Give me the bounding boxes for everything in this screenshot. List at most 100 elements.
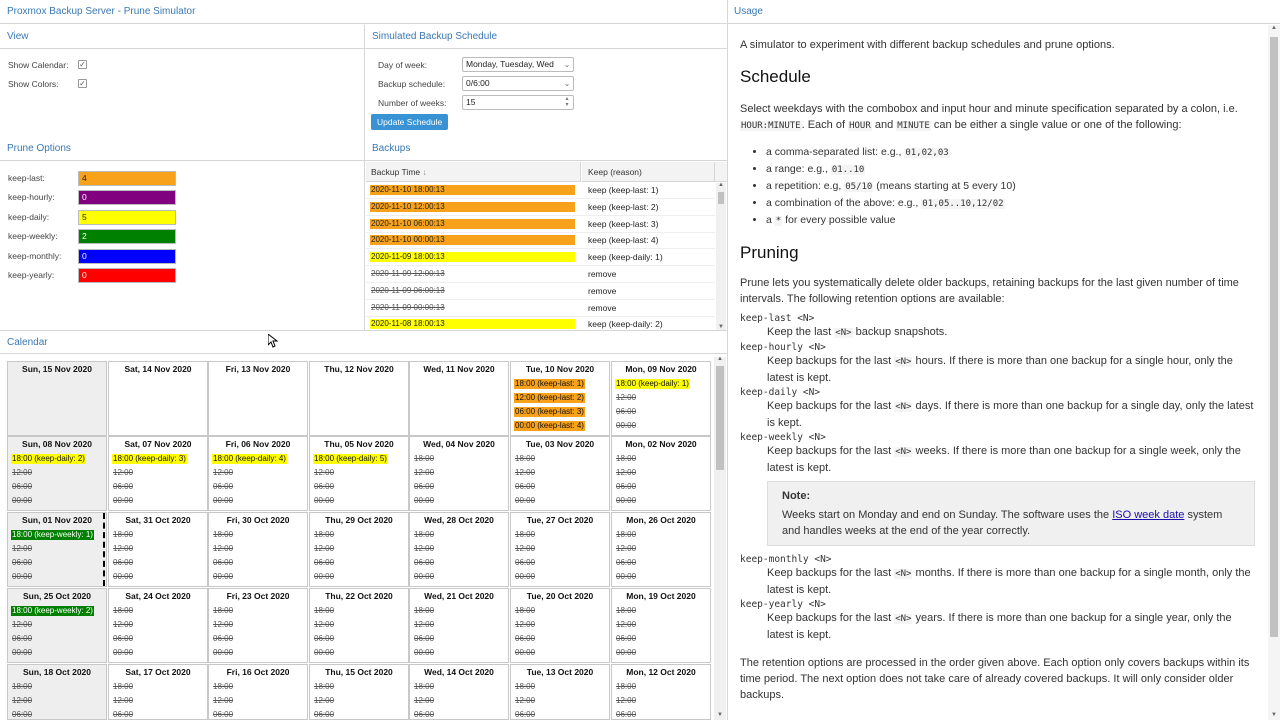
backups-scrollbar[interactable]: ▲ ▼ [716, 182, 726, 330]
table-row[interactable]: 2020-11-09 18:00:13 keep (keep-daily: 1) [366, 249, 715, 267]
prune-option-label: keep-daily: [8, 211, 50, 222]
show-colors-label: Show Colors: [8, 79, 59, 89]
calendar-backup-entry: 06:00 [314, 634, 335, 643]
calendar-day-label: Sun, 01 Nov 2020 [22, 515, 92, 525]
col-keep-reason[interactable]: Keep (reason) [582, 162, 715, 182]
table-row[interactable]: 2020-11-10 06:00:13 keep (keep-last: 3) [366, 216, 715, 233]
calendar-backup-entry: 00:00 [414, 648, 435, 657]
calendar-scrollbar[interactable]: ▲ ▼ [714, 356, 726, 720]
calendar-backup-entry: 06:00 [515, 482, 536, 491]
calendar-backup-entry: 12:00 [616, 696, 637, 705]
calendar-day-label: Tue, 10 Nov 2020 [525, 364, 595, 374]
calendar-backup-entry: 00:00 [314, 496, 335, 505]
prune-option-field[interactable]: 0▲▼ [78, 268, 176, 283]
schedule-heading: Schedule [740, 67, 811, 86]
calendar-backup-entry: 18:00 (keep-daily: 1) [615, 379, 690, 389]
calendar-day-label: Sat, 07 Nov 2020 [124, 439, 192, 449]
calendar-day-label: Thu, 22 Oct 2020 [325, 591, 393, 601]
prune-option-label: keep-monthly: [8, 250, 62, 261]
table-row[interactable]: 2020-11-10 00:00:13 keep (keep-last: 4) [366, 232, 715, 250]
calendar-backup-entry: 06:00 [12, 710, 33, 719]
calendar-backup-entry: 12:00 [113, 620, 134, 629]
calendar-backup-entry: 00:00 [314, 572, 335, 581]
chevron-down-icon[interactable]: ⌄ [563, 60, 571, 69]
calendar-backup-entry: 18:00 [113, 682, 134, 691]
calendar-backup-entry: 06:00 [12, 558, 33, 567]
calendar-backup-entry: 12:00 [113, 696, 134, 705]
prune-option-field[interactable]: 2▲▼ [78, 229, 176, 245]
calendar-backup-entry: 18:00 (keep-daily: 3) [112, 454, 187, 464]
calendar-backup-entry: 06:00 [113, 634, 134, 643]
main-splitter[interactable] [727, 0, 728, 720]
calendar-backup-entry: 00:00 [515, 648, 536, 657]
table-row[interactable]: 2020-11-09 06:00:13 remove [366, 283, 715, 300]
calendar-backup-entry: 12:00 [414, 696, 435, 705]
keep-reason-cell: remove [588, 302, 617, 313]
prune-option-field[interactable]: 0▲▼ [78, 190, 176, 206]
table-row[interactable]: 2020-11-10 12:00:13 keep (keep-last: 2) [366, 199, 715, 216]
prune-option-label: keep-weekly: [8, 231, 58, 242]
calendar-backup-entry: 00:00 (keep-last: 4) [514, 421, 585, 431]
prune-option-field[interactable]: 0▲▼ [78, 248, 176, 264]
calendar-day-label: Wed, 28 Oct 2020 [424, 515, 494, 525]
calendar-day: Fri, 13 Nov 2020 [208, 361, 308, 436]
calendar-backup-entry: 00:00 [414, 572, 435, 581]
backup-time-cell: 2020-11-09 00:00:13 [371, 302, 445, 312]
calendar-day: Mon, 19 Oct 2020 18:00 12:00 06:00 00:00 [611, 588, 711, 663]
col-backup-time[interactable]: Backup Time ↓ [366, 162, 581, 182]
prune-option-field[interactable]: 5▲▼ [78, 209, 176, 225]
calendar-day-label: Wed, 21 Oct 2020 [424, 591, 494, 601]
show-colors-checkbox[interactable]: ✓ [78, 79, 87, 88]
calendar-backup-entry: 06:00 [314, 558, 335, 567]
iso-week-date-link[interactable]: ISO week date [1112, 509, 1185, 521]
chevron-down-icon[interactable]: ⌄ [563, 79, 571, 88]
usage-title: Usage [727, 0, 1280, 24]
calendar-backup-entry: 12:00 [314, 544, 335, 553]
backup-time-cell: 2020-11-10 06:00:13 [370, 218, 575, 229]
backups-panel-title: Backups [365, 137, 727, 161]
calendar-backup-entry: 06:00 [515, 710, 536, 719]
calendar-backup-entry: 18:00 (keep-last: 1) [514, 379, 585, 389]
day-of-week-combobox[interactable]: Monday, Tuesday, Wed ⌄ [462, 57, 574, 72]
calendar-day: Mon, 12 Oct 2020 18:00 12:00 06:00 [611, 664, 711, 720]
calendar-backup-entry: 00:00 [213, 572, 234, 581]
update-schedule-button[interactable]: Update Schedule [371, 114, 449, 130]
show-calendar-checkbox[interactable]: ✓ [78, 60, 87, 69]
table-row[interactable]: 2020-11-09 12:00:13 remove [366, 266, 715, 283]
keep-reason-cell: keep (keep-daily: 1) [588, 252, 663, 263]
calendar-backup-entry: 18:00 [616, 530, 637, 539]
calendar-day-label: Tue, 03 Nov 2020 [525, 439, 595, 449]
calendar-backup-entry: 18:00 [616, 606, 637, 615]
spinner-icon[interactable]: ▴ ▾ [565, 96, 569, 108]
calendar-day-label: Wed, 04 Nov 2020 [423, 439, 495, 449]
calendar-backup-entry: 12:00 [616, 393, 637, 402]
table-row[interactable]: 2020-11-10 18:00:13 keep (keep-last: 1) [366, 182, 715, 199]
calendar-backup-entry: 18:00 [213, 606, 234, 615]
calendar-day: Mon, 02 Nov 2020 18:00 12:00 06:00 00:00 [611, 436, 711, 511]
calendar-backup-entry: 18:00 [113, 606, 134, 615]
calendar-day-label: Sat, 17 Oct 2020 [125, 667, 191, 677]
table-row[interactable]: 2020-11-09 00:00:13 remove [366, 300, 715, 317]
calendar-backup-entry: 06:00 [414, 482, 435, 491]
app-title: Proxmox Backup Server - Prune Simulator [0, 0, 727, 24]
calendar-backup-entry: 12:00 [213, 468, 234, 477]
calendar-backup-entry: 00:00 [12, 648, 33, 657]
prune-options-title: Prune Options [0, 137, 364, 161]
retention-option-name: keep-hourly <N> [740, 342, 826, 353]
backup-schedule-combobox[interactable]: 0/6:00 ⌄ [462, 76, 574, 91]
col-spacer [715, 162, 727, 182]
calendar-backup-entry: 18:00 (keep-weekly: 2) [11, 606, 94, 616]
calendar-backup-entry: 18:00 [414, 606, 435, 615]
prune-option-field[interactable]: 4▲▼ [78, 171, 176, 186]
num-weeks-field[interactable]: 15 ▴ ▾ [462, 95, 574, 110]
calendar-day-label: Wed, 14 Oct 2020 [424, 667, 494, 677]
schedule-bullet-item: a combination of the above: e.g., 01,05.… [766, 195, 1260, 212]
usage-scrollbar[interactable]: ▲ ▼ [1268, 25, 1280, 720]
calendar-backup-entry: 00:00 [113, 496, 134, 505]
calendar-backup-entry: 00:00 [616, 572, 637, 581]
calendar-backup-entry: 06:00 [12, 634, 33, 643]
calendar-day: Sun, 18 Oct 2020 18:00 12:00 06:00 [7, 664, 107, 720]
usage-intro: A simulator to experiment with different… [740, 39, 1115, 51]
backup-time-cell: 2020-11-10 18:00:13 [370, 185, 575, 195]
calendar-day-label: Fri, 16 Oct 2020 [226, 667, 290, 677]
